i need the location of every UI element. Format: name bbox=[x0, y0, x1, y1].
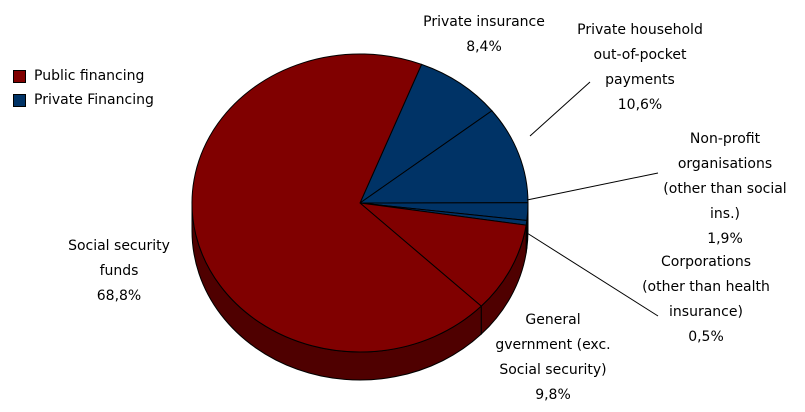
slice-label-non-profit-organisations-other-than-social-ins: Non-profit organisations (other than socia… bbox=[663, 131, 786, 247]
slice-value-general-gvernment-exc-social-security: 9,8% bbox=[535, 387, 571, 403]
pie-slice-private-insurance bbox=[358, 63, 493, 205]
pie-slices-layer bbox=[191, 53, 529, 353]
slice-label-line: Non-profit bbox=[690, 131, 761, 147]
slice-label-line: Social security bbox=[68, 238, 170, 254]
slice-value-private-insurance: 8,4% bbox=[466, 39, 502, 55]
pie-slice-social-security-funds bbox=[191, 53, 482, 353]
slice-label-line: Private insurance bbox=[423, 14, 545, 30]
slice-label-line: ins.) bbox=[710, 206, 740, 222]
pie-slice-private-household-out-of-pocket-payments bbox=[358, 110, 529, 204]
slice-label-line: (other than social bbox=[663, 181, 786, 197]
legend-swatch-private bbox=[13, 93, 26, 107]
legend-item-public: Public financing bbox=[13, 64, 154, 88]
slice-label-line: funds bbox=[100, 263, 139, 279]
slice-label-line: Corporations bbox=[661, 254, 751, 270]
legend-swatch-public bbox=[13, 69, 26, 83]
slice-label-line: organisations bbox=[678, 156, 772, 172]
slice-label-line: Social security) bbox=[499, 362, 606, 378]
slice-value-corporations-other-than-health-insurance: 0,5% bbox=[688, 329, 724, 345]
slice-label-line: payments bbox=[605, 72, 675, 88]
slice-label-line: out-of-pocket bbox=[594, 47, 687, 63]
slice-value-private-household-out-of-pocket-payments: 10,6% bbox=[618, 97, 662, 113]
legend: Public financing Private Financing bbox=[13, 64, 154, 112]
leader-line-corporations-other-than-health-insurance bbox=[526, 232, 659, 317]
legend-label-private: Private Financing bbox=[34, 92, 154, 108]
slice-value-non-profit-organisations-other-than-social-ins: 1,9% bbox=[707, 231, 743, 247]
slice-label-private-insurance: Private insurance 8,4% bbox=[423, 14, 545, 55]
slice-label-line: (other than health bbox=[642, 279, 770, 295]
slice-label-line: insurance) bbox=[669, 304, 743, 320]
slice-label-corporations-other-than-health-insurance: Corporations (other than health insurance)… bbox=[642, 254, 770, 345]
leader-line-private-household-out-of-pocket-payments bbox=[529, 81, 591, 137]
legend-item-private: Private Financing bbox=[13, 88, 154, 112]
pie-slice-general-gvernment-exc-social-security bbox=[358, 202, 527, 307]
slice-labels-layer: Private insurance 8,4% Private household ou… bbox=[68, 14, 787, 403]
legend-label-public: Public financing bbox=[34, 68, 145, 84]
slice-value-social-security-funds: 68,8% bbox=[97, 288, 141, 304]
slice-label-private-household-out-of-pocket-payments: Private household out-of-pocket payments 10… bbox=[577, 22, 703, 113]
slice-label-general-gvernment-exc-social-security: General gvernment (exc. Social security) 9,… bbox=[495, 312, 610, 403]
slice-label-social-security-funds: Social security funds 68,8% bbox=[68, 238, 170, 304]
slice-label-line: gvernment (exc. bbox=[495, 337, 610, 353]
slice-label-line: Private household bbox=[577, 22, 703, 38]
slice-label-line: General bbox=[525, 312, 580, 328]
leader-line-non-profit-organisations-other-than-social-ins bbox=[526, 172, 659, 201]
leader-lines-layer bbox=[526, 81, 659, 317]
